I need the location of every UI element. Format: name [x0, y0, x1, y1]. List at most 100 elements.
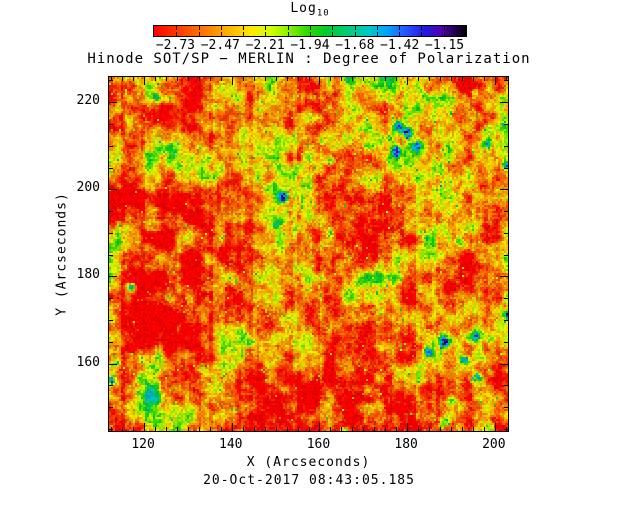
- x-minor-tick: [362, 427, 364, 431]
- y-minor-tick: [109, 145, 113, 147]
- x-minor-tick: [154, 427, 156, 431]
- x-minor-tick: [297, 77, 299, 81]
- x-minor-tick: [121, 427, 123, 431]
- colorbar-tick: [444, 32, 445, 36]
- x-minor-tick: [439, 77, 441, 81]
- x-minor-tick: [264, 427, 266, 431]
- y-minor-tick: [109, 319, 113, 321]
- y-major-tick: [500, 188, 508, 190]
- y-minor-tick: [109, 79, 113, 81]
- y-tick-label: 160: [76, 354, 100, 370]
- x-major-tick: [318, 77, 320, 85]
- x-minor-tick: [373, 77, 375, 81]
- colorbar-tick-label: −2.73: [155, 38, 195, 53]
- colorbar-tick-label: −1.42: [380, 38, 420, 53]
- colorbar-tick: [310, 32, 311, 36]
- x-minor-tick: [275, 77, 277, 81]
- x-minor-tick: [110, 77, 112, 81]
- y-minor-tick: [109, 167, 113, 169]
- x-major-tick: [143, 423, 145, 431]
- colorbar-title-subscript: 10: [316, 8, 330, 19]
- colorbar-tick: [265, 32, 266, 36]
- x-minor-tick: [362, 77, 364, 81]
- y-major-tick: [500, 275, 508, 277]
- x-minor-tick: [220, 77, 222, 81]
- x-minor-tick: [428, 427, 430, 431]
- x-tick-label: 180: [394, 437, 418, 452]
- x-minor-tick: [308, 427, 310, 431]
- x-minor-tick: [472, 77, 474, 81]
- x-minor-tick: [384, 427, 386, 431]
- y-minor-tick: [109, 428, 113, 430]
- x-minor-tick: [209, 427, 211, 431]
- colorbar-tick: [243, 26, 244, 30]
- y-tick-label: 220: [76, 93, 100, 109]
- x-minor-tick: [373, 427, 375, 431]
- x-tick-label: 120: [131, 437, 155, 452]
- colorbar-tick: [377, 26, 378, 30]
- colorbar-tick: [310, 26, 311, 30]
- x-minor-tick: [461, 77, 463, 81]
- x-minor-tick: [329, 427, 331, 431]
- y-minor-tick: [504, 406, 508, 408]
- colorbar-title-label: Log: [290, 1, 317, 16]
- x-minor-tick: [275, 427, 277, 431]
- x-minor-tick: [132, 77, 134, 81]
- colorbar-tick: [421, 32, 422, 36]
- x-minor-tick: [450, 77, 452, 81]
- y-minor-tick: [504, 254, 508, 256]
- y-minor-tick: [504, 319, 508, 321]
- x-minor-tick: [505, 77, 507, 81]
- x-minor-tick: [428, 77, 430, 81]
- colorbar-tick: [399, 26, 400, 30]
- colorbar-tick: [288, 26, 289, 30]
- x-minor-tick: [198, 427, 200, 431]
- x-minor-tick: [198, 77, 200, 81]
- y-axis-label: Y (Arcseconds): [54, 192, 70, 316]
- y-minor-tick: [504, 210, 508, 212]
- x-minor-tick: [417, 77, 419, 81]
- x-minor-tick: [308, 77, 310, 81]
- x-axis-label: X (Arcseconds): [246, 455, 371, 470]
- colorbar-tick: [355, 32, 356, 36]
- y-minor-tick: [109, 232, 113, 234]
- colorbar-tick: [243, 32, 244, 36]
- colorbar-tick-label: −1.94: [290, 38, 330, 53]
- x-minor-tick: [286, 427, 288, 431]
- x-major-tick: [406, 77, 408, 85]
- x-minor-tick: [351, 77, 353, 81]
- colorbar-tick: [176, 32, 177, 36]
- x-major-tick: [406, 423, 408, 431]
- colorbar-tick: [199, 26, 200, 30]
- y-minor-tick: [504, 79, 508, 81]
- colorbar-tick-label: −2.21: [245, 38, 285, 53]
- colorbar-tick: [444, 26, 445, 30]
- x-minor-tick: [187, 427, 189, 431]
- x-minor-tick: [450, 427, 452, 431]
- x-minor-tick: [461, 427, 463, 431]
- y-minor-tick: [109, 297, 113, 299]
- colorbar-tick: [421, 26, 422, 30]
- x-minor-tick: [220, 427, 222, 431]
- y-minor-tick: [109, 406, 113, 408]
- x-tick-label: 160: [306, 437, 331, 452]
- y-tick-label: 180: [76, 267, 100, 283]
- y-minor-tick: [504, 341, 508, 343]
- x-major-tick: [494, 77, 496, 85]
- x-minor-tick: [121, 77, 123, 81]
- x-major-tick: [318, 423, 320, 431]
- y-minor-tick: [504, 232, 508, 234]
- y-minor-tick: [504, 123, 508, 125]
- x-minor-tick: [329, 77, 331, 81]
- colorbar-tick: [399, 32, 400, 36]
- y-minor-tick: [504, 428, 508, 430]
- x-minor-tick: [340, 427, 342, 431]
- colorbar-tick: [377, 32, 378, 36]
- y-tick-label: 200: [76, 180, 100, 196]
- y-minor-tick: [504, 145, 508, 147]
- y-minor-tick: [109, 254, 113, 256]
- x-minor-tick: [187, 77, 189, 81]
- x-minor-tick: [253, 427, 255, 431]
- colorbar-tick: [221, 32, 222, 36]
- x-minor-tick: [483, 427, 485, 431]
